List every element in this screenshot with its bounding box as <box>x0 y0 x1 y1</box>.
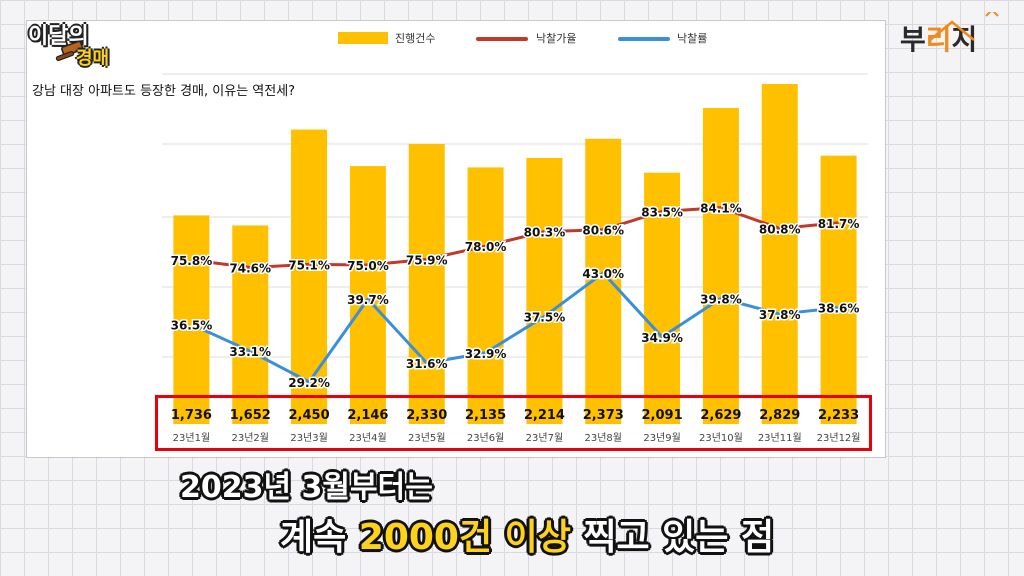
rate-point-label: 84.1% <box>700 202 742 216</box>
caption-line2-post: 찍고 있는 점 <box>570 517 775 558</box>
ratio-point-label: 36.5% <box>171 318 213 332</box>
rate-point-label: 78.0% <box>465 240 507 254</box>
ratio-point-label: 39.7% <box>347 293 389 307</box>
x-tick-label: 23년3월 <box>290 432 328 444</box>
x-tick-label: 23년1월 <box>173 432 211 444</box>
bar-value-labels: 1,736 1,652 2,450 2,146 2,330 2,135 2,214 2,373… <box>171 408 859 423</box>
brand-logo: 부리지 <box>900 12 1000 68</box>
legend-swatch-rate <box>476 37 528 41</box>
brand-part1: 부 <box>900 23 926 56</box>
ratio-point-label: 33.1% <box>229 345 271 359</box>
caption-line2-highlight: 2000건 이상 <box>358 517 571 558</box>
bar <box>232 225 269 424</box>
bar-value-label: 2,146 <box>347 408 388 423</box>
bar-value-label: 1,652 <box>230 408 271 423</box>
caption-line1: 2023년 3월부터는 <box>180 470 433 505</box>
x-tick-label: 23년8월 <box>585 432 623 444</box>
ratio-point-label: 31.6% <box>406 357 448 371</box>
x-tick-labels: 23년1월 23년2월 23년3월 23년4월 23년5월 23년6월 23년7월 23년8월… <box>173 432 861 444</box>
rate-point-label: 75.9% <box>406 253 448 267</box>
x-tick-label: 23년7월 <box>526 432 564 444</box>
bar-value-label: 2,135 <box>465 408 506 423</box>
rate-point-label: 75.1% <box>288 258 330 272</box>
caption-line2-pre: 계속 <box>280 517 359 558</box>
bar-series <box>173 84 857 425</box>
rate-point-label: 80.6% <box>582 224 624 238</box>
bar-value-label: 2,233 <box>818 408 859 423</box>
legend-swatch-bar <box>338 32 388 44</box>
bar <box>467 167 504 424</box>
bar-value-label: 2,829 <box>759 408 800 423</box>
ratio-point-label: 34.9% <box>641 331 683 345</box>
x-tick-label: 23년6월 <box>467 432 505 444</box>
legend-label-rate: 낙찰가율 <box>536 32 577 45</box>
rate-point-label: 81.7% <box>818 217 860 231</box>
rate-point-label: 83.5% <box>641 205 683 219</box>
gridlines <box>162 73 868 358</box>
bar-value-label: 2,214 <box>524 408 565 423</box>
line-series-ratio: 36.5% 33.1% 29.2% 39.7% 31.6% 32.9% 37.5% 43.0%… <box>169 265 861 391</box>
ratio-point-label: 37.8% <box>759 308 801 322</box>
bar <box>349 166 386 424</box>
x-tick-label: 23년5월 <box>408 432 446 444</box>
legend-label-ratio: 낙찰률 <box>677 32 708 45</box>
line-series-rate: 75.8% 74.6% 75.1% 75.0% 75.9% 78.0% 80.3% 80.6%… <box>169 200 861 277</box>
ratio-point-label: 32.9% <box>465 347 507 361</box>
legend-swatch-ratio <box>618 37 670 41</box>
ratio-point-label: 39.8% <box>700 292 742 306</box>
bar-value-label: 2,450 <box>289 408 330 423</box>
house-roof-icon <box>929 12 999 41</box>
x-tick-label: 23년12월 <box>817 432 861 444</box>
rate-line <box>191 206 839 270</box>
subtitle: 강남 대장 아파트도 등장한 경매, 이유는 역전세? <box>28 78 352 106</box>
rate-point-label: 75.0% <box>347 259 389 273</box>
bar-value-label: 2,629 <box>700 408 741 423</box>
x-tick-label: 23년9월 <box>643 432 681 444</box>
ratio-line <box>190 271 839 384</box>
bar-value-label: 1,736 <box>171 408 212 423</box>
logo-line2: 경매 <box>76 48 110 69</box>
bar <box>702 108 739 425</box>
ratio-point-label: 43.0% <box>582 267 624 281</box>
x-tick-label: 23년4월 <box>349 432 387 444</box>
bar <box>173 215 210 424</box>
bar-value-label: 2,373 <box>583 408 624 423</box>
ratio-point-label: 38.6% <box>818 302 860 316</box>
logo-monthly-auction: 이달의 경매 <box>20 14 140 74</box>
caption-line2: 계속 2000건 이상 찍고 있는 점 <box>280 508 774 560</box>
rate-point-label: 80.3% <box>524 226 566 240</box>
bar <box>408 143 445 424</box>
rate-point-label: 80.8% <box>759 222 801 236</box>
rate-point-label: 75.8% <box>171 254 213 268</box>
bar-value-label: 2,330 <box>406 408 447 423</box>
x-tick-label: 23년11월 <box>758 432 802 444</box>
bar-value-label: 2,091 <box>642 408 683 423</box>
bar <box>526 157 563 425</box>
gavel-icon <box>55 42 84 61</box>
ratio-point-label: 37.5% <box>524 310 566 324</box>
ratio-point-label: 29.2% <box>288 376 330 390</box>
x-tick-label: 23년2월 <box>232 432 270 444</box>
x-tick-label: 23년10월 <box>699 432 743 444</box>
legend-label-bar: 진행건수 <box>395 32 436 45</box>
highlight-box <box>155 395 872 451</box>
rate-point-label: 74.6% <box>229 262 271 276</box>
bar <box>820 155 857 424</box>
bar <box>761 84 798 424</box>
